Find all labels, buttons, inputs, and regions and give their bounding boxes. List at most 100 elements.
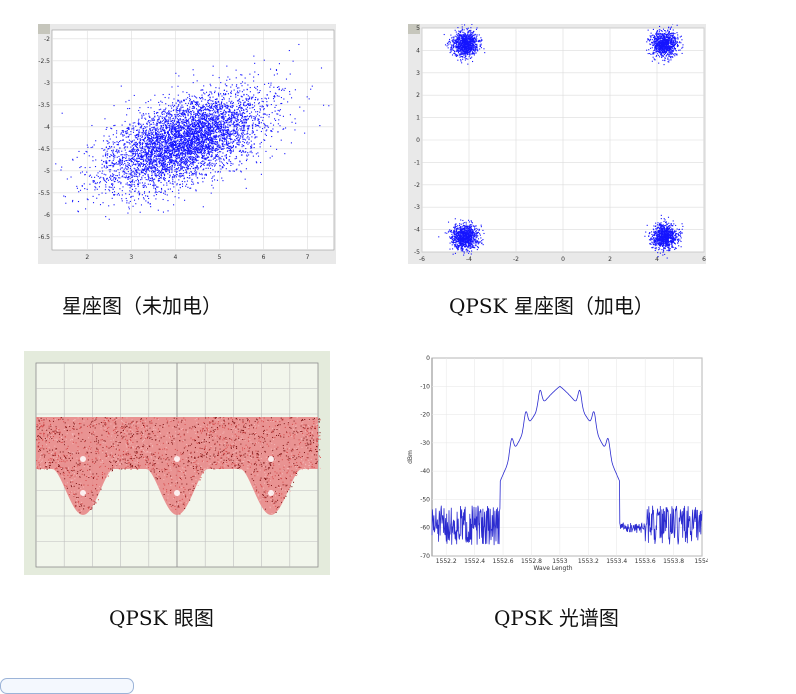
chart1-point — [238, 92, 239, 93]
chart1-point — [148, 135, 149, 136]
chart1-point — [145, 113, 146, 114]
chart1-point — [190, 99, 191, 100]
chart1-point — [236, 126, 237, 127]
chart1-point — [272, 156, 273, 157]
chart1-point — [172, 138, 173, 139]
chart1-point — [150, 151, 151, 152]
chart1-point — [133, 127, 134, 128]
chart1-point — [224, 106, 225, 107]
chart1-point — [190, 142, 191, 143]
chart1-point — [147, 121, 148, 122]
chart1-ytick-label: -4 — [44, 124, 50, 131]
chart1-point — [214, 157, 215, 158]
chart1-point — [205, 144, 206, 145]
chart1-point — [157, 170, 158, 171]
chart1-point — [195, 131, 196, 132]
chart1-point — [159, 143, 160, 144]
chart1-point — [109, 219, 110, 220]
chart1-point — [151, 152, 152, 153]
chart1-point — [157, 151, 158, 152]
chart1-point — [237, 133, 238, 134]
chart1-point — [171, 121, 172, 122]
chart1-point — [194, 145, 195, 146]
chart1-point — [114, 163, 115, 164]
chart1-point — [191, 172, 192, 173]
chart1-point — [144, 149, 145, 150]
chart1-point — [171, 162, 172, 163]
chart1-point — [99, 186, 100, 187]
chart1-point — [200, 145, 201, 146]
chart1-point — [192, 110, 193, 111]
chart1-point — [106, 179, 107, 180]
chart1-point — [165, 168, 166, 169]
chart1-point — [157, 134, 158, 135]
chart1-point — [190, 150, 191, 151]
chart1-point — [178, 167, 179, 168]
chart1-point — [266, 104, 267, 105]
chart1-point — [158, 155, 159, 156]
chart1-point — [135, 126, 136, 127]
chart1-point — [168, 169, 169, 170]
chart1-point — [279, 89, 280, 90]
chart1-point — [221, 106, 222, 107]
chart1-point — [162, 118, 163, 119]
chart1-point — [215, 144, 216, 145]
chart1-point — [193, 164, 194, 165]
chart1-point — [178, 116, 179, 117]
chart1-point — [95, 159, 96, 160]
chart1-point — [198, 130, 199, 131]
chart1-point — [159, 166, 160, 167]
chart1-point — [126, 198, 127, 199]
chart1-point — [112, 163, 113, 164]
chart1-point — [201, 150, 202, 151]
chart1-point — [113, 141, 114, 142]
chart1-point — [180, 184, 181, 185]
chart1-point — [208, 125, 209, 126]
chart1-point — [229, 79, 230, 80]
chart1-point — [126, 114, 127, 115]
chart1-point — [237, 113, 238, 114]
chart1-point — [270, 146, 271, 147]
chart1-point — [212, 152, 213, 153]
chart1-point — [190, 163, 191, 164]
chart1-point — [202, 115, 203, 116]
chart1-point — [182, 168, 183, 169]
chart1-point — [180, 143, 181, 144]
chart1-point — [152, 145, 153, 146]
chart1-point — [132, 196, 133, 197]
chart1-point — [114, 125, 115, 126]
chart1-point — [176, 110, 177, 111]
chart1-point — [178, 176, 179, 177]
chart1-point — [169, 155, 170, 156]
chart1-point — [145, 150, 146, 151]
chart1-point — [179, 111, 180, 112]
chart1-point — [96, 175, 97, 176]
chart1-point — [258, 125, 259, 126]
chart1-point — [222, 129, 223, 130]
chart1-point — [182, 166, 183, 167]
chart1-point — [243, 126, 244, 127]
chart1-point — [208, 153, 209, 154]
chart1-point — [247, 89, 248, 90]
chart1-point — [126, 152, 127, 153]
chart1-point — [188, 161, 189, 162]
chart1-point — [137, 144, 138, 145]
chart1-point — [166, 150, 167, 151]
chart1-point — [193, 74, 194, 75]
chart1-point — [182, 119, 183, 120]
chart1-point — [264, 113, 265, 114]
chart1-point — [192, 117, 193, 118]
chart1-point — [169, 114, 170, 115]
chart1-point — [150, 180, 151, 181]
chart1-point — [212, 101, 213, 102]
chart1-point — [219, 161, 220, 162]
chart1-point — [143, 156, 144, 157]
chart1-point — [214, 179, 215, 180]
chart1-point — [233, 112, 234, 113]
chart1-point — [195, 189, 196, 190]
chart1-point — [168, 125, 169, 126]
chart1-point — [232, 106, 233, 107]
chart1-point — [198, 136, 199, 137]
chart1-point — [160, 160, 161, 161]
chart1-point — [188, 119, 189, 120]
